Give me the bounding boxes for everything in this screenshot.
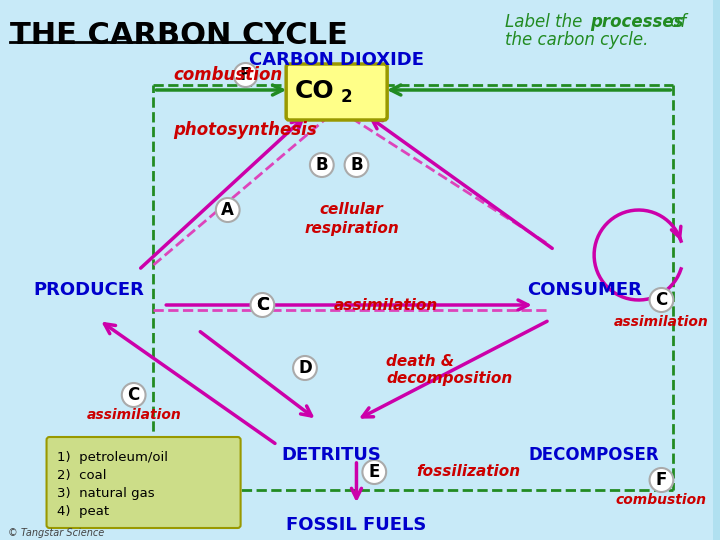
Text: C: C	[256, 296, 269, 314]
Text: A: A	[221, 201, 234, 219]
Text: 3)  natural gas: 3) natural gas	[58, 487, 155, 500]
Text: F: F	[656, 471, 667, 489]
Text: C: C	[127, 386, 140, 404]
Text: C: C	[256, 296, 269, 314]
Text: THE CARBON CYCLE: THE CARBON CYCLE	[10, 21, 348, 50]
Circle shape	[345, 153, 369, 177]
Text: 2)  coal: 2) coal	[58, 469, 107, 482]
Text: D: D	[298, 359, 312, 377]
Text: the carbon cycle.: the carbon cycle.	[505, 31, 649, 49]
Text: DECOMPOSER: DECOMPOSER	[528, 446, 660, 464]
Circle shape	[122, 383, 145, 407]
FancyBboxPatch shape	[47, 437, 240, 528]
Text: PRODUCER: PRODUCER	[34, 281, 145, 299]
Text: © Tangstar Science: © Tangstar Science	[8, 528, 104, 538]
Text: 1)  petroleum/oil: 1) petroleum/oil	[58, 450, 168, 463]
Circle shape	[234, 63, 258, 87]
Text: E: E	[369, 463, 380, 481]
Text: assimilation: assimilation	[334, 298, 438, 313]
Text: B: B	[350, 156, 363, 174]
Circle shape	[649, 288, 673, 312]
Circle shape	[362, 460, 386, 484]
Text: FOSSIL FUELS: FOSSIL FUELS	[287, 516, 427, 534]
Text: B: B	[315, 156, 328, 174]
Text: fossilization: fossilization	[416, 464, 520, 480]
Circle shape	[649, 468, 673, 492]
Circle shape	[293, 356, 317, 380]
Text: cellular: cellular	[320, 202, 383, 218]
Text: death &: death &	[386, 354, 454, 369]
Text: assimilation: assimilation	[614, 315, 708, 329]
Text: CONSUMER: CONSUMER	[527, 281, 642, 299]
Text: processes: processes	[590, 13, 684, 31]
Text: combustion: combustion	[616, 493, 707, 507]
Text: of: of	[665, 13, 687, 31]
Text: photosynthesis: photosynthesis	[174, 121, 317, 139]
Text: F: F	[240, 66, 251, 84]
Text: CARBON DIOXIDE: CARBON DIOXIDE	[249, 51, 424, 69]
FancyBboxPatch shape	[286, 64, 387, 120]
Text: decomposition: decomposition	[386, 370, 513, 386]
Text: DETRITUS: DETRITUS	[282, 446, 382, 464]
Text: 4)  peat: 4) peat	[58, 504, 109, 517]
Text: CO: CO	[295, 79, 335, 103]
Circle shape	[216, 198, 240, 222]
Text: respiration: respiration	[304, 220, 399, 235]
Text: C: C	[655, 291, 667, 309]
Text: assimilation: assimilation	[86, 408, 181, 422]
Text: Label the: Label the	[505, 13, 588, 31]
Circle shape	[251, 293, 274, 317]
Text: combustion: combustion	[174, 66, 282, 84]
Text: 2: 2	[341, 88, 352, 106]
Circle shape	[310, 153, 333, 177]
